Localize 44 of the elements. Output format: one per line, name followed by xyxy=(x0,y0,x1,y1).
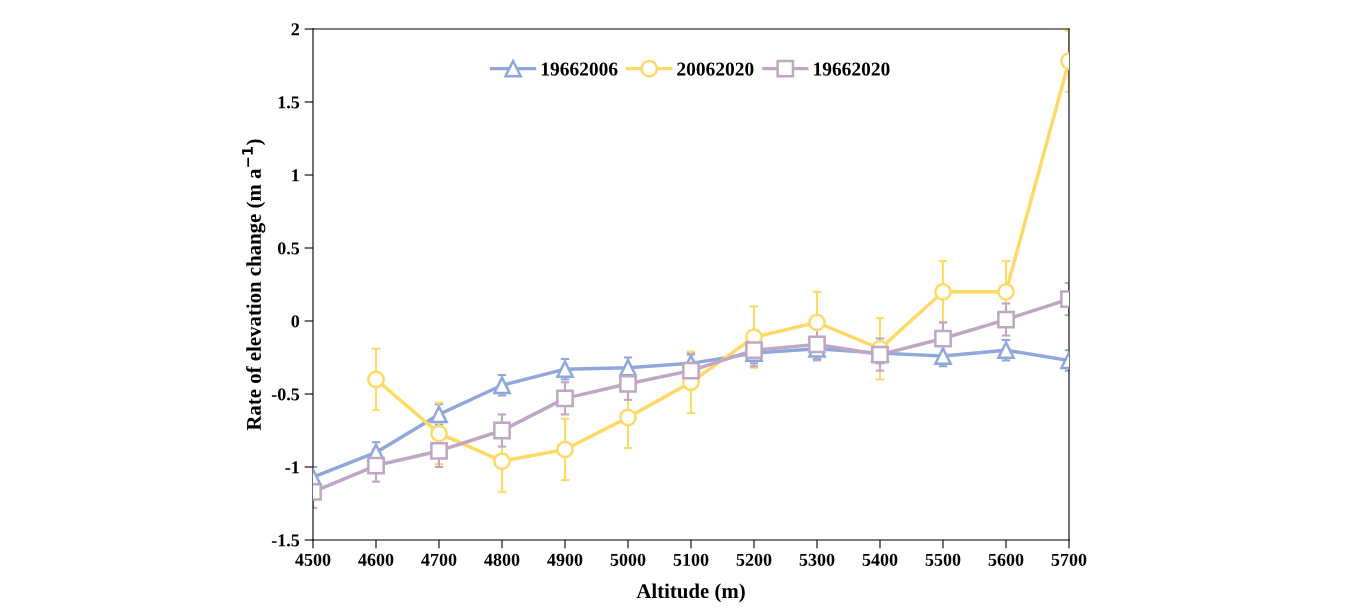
x-tick-label: 5600 xyxy=(988,553,1024,566)
x-tick-label: 4600 xyxy=(358,553,394,566)
x-tick-label: 4500 xyxy=(295,553,331,566)
y-tick-label: 0 xyxy=(291,315,300,328)
point xyxy=(934,329,952,348)
legend-label: 20062020 xyxy=(677,62,754,76)
point xyxy=(430,405,448,424)
y-tick-label: 2 xyxy=(291,23,300,36)
y-axis-title: Rate of elevation change (m a$^{−1}$) xyxy=(242,139,266,431)
point xyxy=(556,440,574,459)
x-tick-label: 4900 xyxy=(547,553,583,566)
x-tick-label: 5700 xyxy=(1051,553,1087,566)
x-tick-label: 4700 xyxy=(421,553,457,566)
y-tick-label: 1.5 xyxy=(278,96,300,109)
point xyxy=(367,370,385,389)
point xyxy=(619,374,637,393)
x-tick-label: 5100 xyxy=(673,553,709,566)
y-tick-label: -1 xyxy=(285,461,299,474)
x-axis-title: Altitude (m) xyxy=(636,583,745,603)
point xyxy=(997,310,1015,329)
point xyxy=(493,452,511,471)
point xyxy=(619,408,637,427)
legend-label: 19662020 xyxy=(814,62,890,76)
point xyxy=(367,456,385,475)
x-tick-label: 5300 xyxy=(799,553,835,566)
x-tick-label: 5200 xyxy=(736,553,772,566)
y-tick-label: -0.5 xyxy=(271,388,300,401)
x-tick-label: 5000 xyxy=(610,553,646,566)
point xyxy=(808,313,826,332)
x-tick-label: 5500 xyxy=(925,553,961,566)
x-tick-label: 4800 xyxy=(484,553,520,566)
point xyxy=(556,389,574,408)
point xyxy=(430,442,448,460)
legend-label: 19662006 xyxy=(541,62,618,76)
point xyxy=(430,424,448,443)
y-tick-label: 0.5 xyxy=(277,242,300,255)
point xyxy=(997,282,1015,301)
y-tick-label: 1 xyxy=(292,169,299,182)
point xyxy=(808,335,826,354)
point xyxy=(493,421,511,440)
point xyxy=(934,282,952,301)
point xyxy=(682,361,700,380)
y-tick-label: -1.5 xyxy=(271,534,300,547)
x-tick-label: 5400 xyxy=(862,553,898,566)
